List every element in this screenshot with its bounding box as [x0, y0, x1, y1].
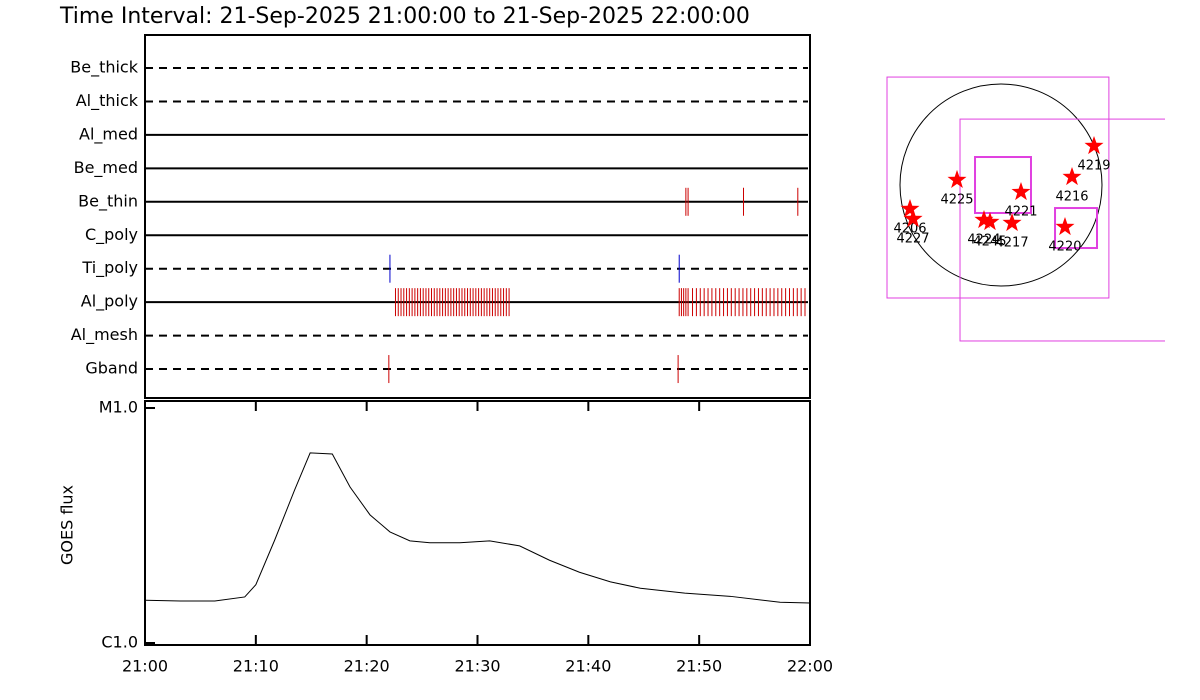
row-label: Be_thick — [70, 58, 138, 78]
row-label: Al_poly — [81, 292, 138, 312]
row-label: Be_thin — [78, 191, 138, 211]
fov-box — [974, 156, 1032, 214]
region-label: 4217 — [996, 235, 1029, 250]
region-label: 4221 — [1004, 205, 1037, 220]
x-tick-label: 22:00 — [787, 657, 833, 676]
y-tick-label: C1.0 — [101, 633, 138, 652]
region-label: 4220 — [1048, 239, 1081, 254]
row-label: Be_med — [74, 158, 138, 178]
region-star — [947, 169, 967, 188]
row-label: C_poly — [85, 225, 138, 245]
y-tick-label: M1.0 — [99, 398, 138, 417]
solar-disk — [899, 83, 1103, 287]
region-star — [1011, 182, 1031, 201]
region-label: 4219 — [1077, 158, 1110, 173]
region-star — [1055, 217, 1075, 236]
x-tick-label: 21:00 — [122, 657, 168, 676]
region-star — [1084, 136, 1104, 155]
timeline-frame — [144, 34, 811, 399]
x-tick-label: 21:40 — [565, 657, 611, 676]
goes-frame — [144, 400, 811, 646]
row-label: Al_med — [79, 124, 138, 144]
title: Time Interval: 21-Sep-2025 21:00:00 to 2… — [59, 4, 750, 29]
row-label: Gband — [85, 359, 138, 378]
row-label: Al_mesh — [71, 325, 138, 345]
fov-box — [1054, 207, 1099, 250]
fov-box — [886, 76, 1110, 299]
y-axis-label: GOES flux — [58, 485, 77, 565]
row-label: Ti_poly — [81, 258, 138, 278]
region-star — [903, 209, 923, 228]
x-tick-label: 21:30 — [454, 657, 500, 676]
region-label: 4224 — [967, 233, 1000, 248]
region-label: 4225 — [940, 192, 973, 207]
region-star — [980, 212, 1000, 231]
row-label: Al_thick — [76, 91, 139, 111]
fov-box — [959, 118, 1165, 342]
region-star — [1062, 167, 1082, 186]
x-tick-label: 21:50 — [676, 657, 722, 676]
region-label: 4245 — [973, 235, 1006, 250]
x-tick-label: 21:10 — [233, 657, 279, 676]
region-star — [900, 199, 920, 218]
x-tick-label: 21:20 — [344, 657, 390, 676]
region-label: 4216 — [1055, 190, 1088, 205]
goes-curve — [144, 452, 811, 604]
region-star — [1002, 213, 1022, 232]
region-label: 4227 — [896, 231, 929, 246]
